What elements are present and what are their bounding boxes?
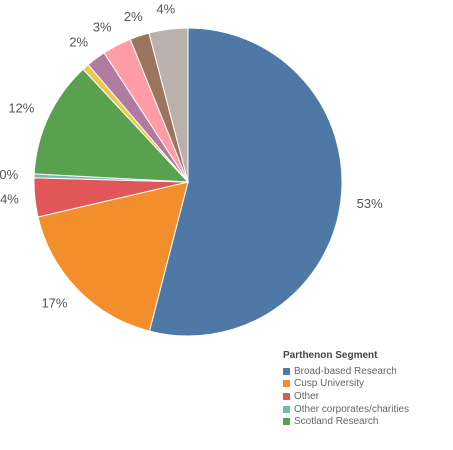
legend-label: Other corporates/charities [294,403,410,415]
slice-value-label: 12% [8,100,34,115]
legend-label: Cusp University [294,378,365,390]
slice-value-label: 2% [69,34,88,49]
slice-value-label: 0% [0,167,19,182]
legend-item-cusp-university[interactable]: Cusp University [283,378,451,391]
pie-slice[interactable] [33,68,190,183]
legend-swatch [283,380,290,388]
slice-value-label: 2% [124,9,143,24]
legend-swatch [283,418,290,426]
legend-item-scotland-research[interactable]: Scotland Research [283,415,451,428]
slice-value-label: 17% [41,296,67,311]
pie-slice[interactable] [148,27,189,183]
legend-swatch [283,405,290,413]
slice-value-label: 53% [357,196,383,211]
legend-item-other[interactable]: Other [283,390,451,403]
legend-item-broad-based-research[interactable]: Broad-based Research [283,365,451,378]
legend-swatch [283,367,290,375]
legend-label: Other [294,390,320,402]
legend: Parthenon Segment Broad-based Research C… [283,349,451,428]
pie-slice[interactable] [37,181,189,332]
legend-label: Broad-based Research [294,365,397,377]
pie-slice[interactable] [148,27,343,337]
legend-item-other-corporates-charities[interactable]: Other corporates/charities [283,403,451,416]
slice-value-label: 4% [0,192,19,207]
legend-swatch [283,392,290,400]
legend-title: Parthenon Segment [283,350,378,361]
legend-label: Scotland Research [294,416,379,428]
slice-value-label: 3% [93,20,112,35]
slice-value-label: 4% [156,1,175,16]
